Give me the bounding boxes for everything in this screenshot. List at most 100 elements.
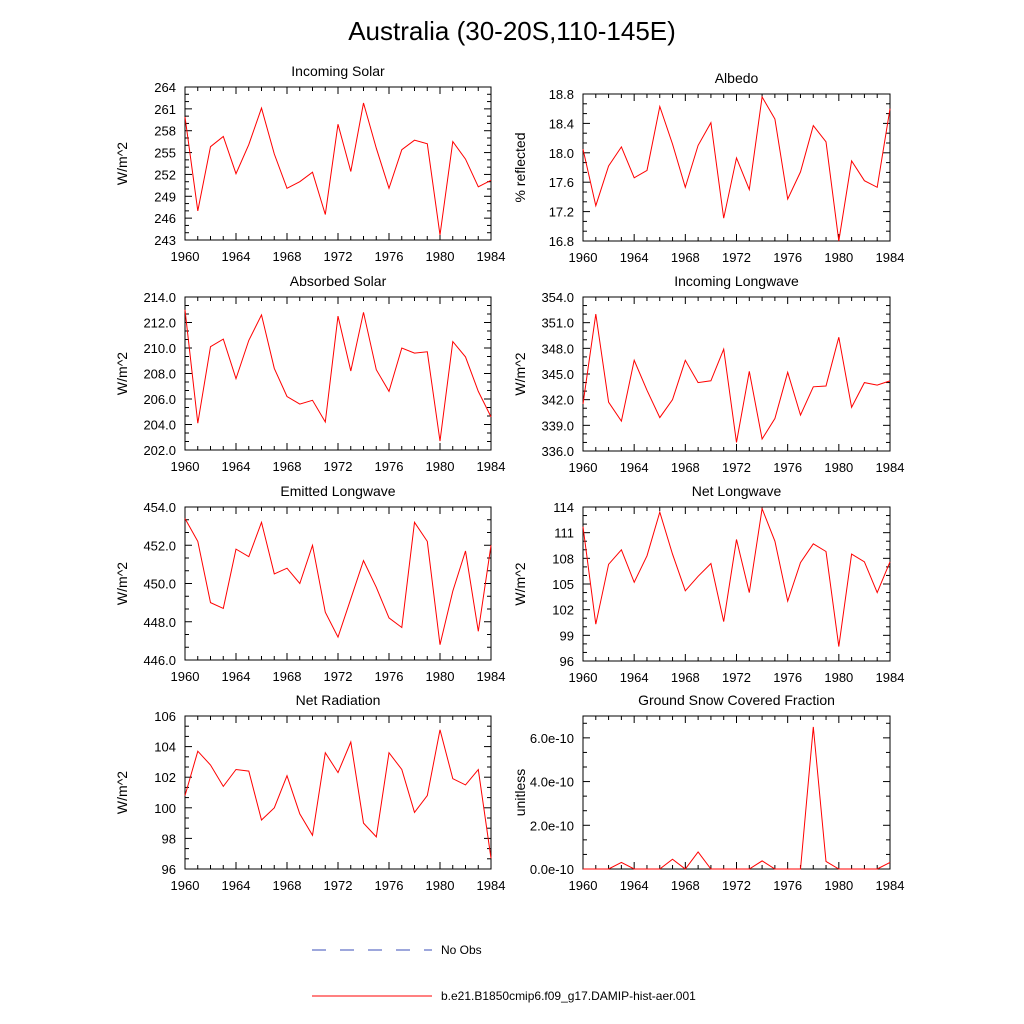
chart-panel-0: Incoming Solar W/m^2 1960 1964 1968 1972 1976 1…: [114, 63, 505, 264]
y-tick-label: 206.0: [143, 392, 176, 407]
y-tick-label: 354.0: [541, 290, 574, 305]
y-tick-label: 249: [154, 189, 176, 204]
x-tick-label: 1968: [273, 878, 302, 893]
x-tick-label: 1984: [477, 878, 506, 893]
y-tick-label: 450.0: [143, 577, 176, 592]
y-axis-label: unitless: [512, 769, 528, 816]
x-tick-label: 1980: [824, 878, 853, 893]
figure-title: Australia (30-20S,110-145E): [348, 16, 676, 46]
y-tick-label: 99: [560, 628, 574, 643]
y-tick-label: 452.0: [143, 538, 176, 553]
plot-frame: [582, 506, 891, 662]
y-tick-label: 100: [154, 801, 176, 816]
x-tick-label: 1960: [569, 670, 598, 685]
x-tick-label: 1968: [671, 460, 700, 475]
x-tick-label: 1968: [273, 669, 302, 684]
y-tick-label: 339.0: [541, 418, 574, 433]
plot-frame: [184, 715, 492, 870]
legend-label-no-obs: No Obs: [441, 943, 482, 957]
y-tick-label: 105: [552, 577, 574, 592]
y-axis-label: W/m^2: [114, 771, 130, 814]
chart-panel-3: Incoming Longwave W/m^2 1960 1964 1968 1972 19…: [512, 273, 904, 475]
y-tick-label: 345.0: [541, 367, 574, 382]
x-tick-label: 1984: [876, 460, 905, 475]
y-tick-label: 261: [154, 102, 176, 117]
x-tick-label: 1964: [222, 459, 251, 474]
y-tick-label: 454.0: [143, 500, 176, 515]
x-tick-label: 1972: [722, 670, 751, 685]
panel-title: Incoming Solar: [291, 63, 385, 79]
legend: No Obs b.e21.B1850cmip6.f09_g17.DAMIP-hi…: [312, 943, 696, 1003]
x-tick-label: 1972: [722, 460, 751, 475]
y-tick-label: 2.0e-10: [530, 818, 574, 833]
y-tick-label: 16.8: [549, 234, 574, 249]
y-tick-label: 208.0: [143, 367, 176, 382]
chart-panels: Incoming Solar W/m^2 1960 1964 1968 1972 1976 1…: [114, 63, 904, 893]
series-line-model: [582, 506, 891, 647]
x-tick-label: 1972: [324, 459, 353, 474]
x-tick-label: 1960: [171, 878, 200, 893]
x-tick-label: 1976: [375, 459, 404, 474]
y-tick-label: 17.6: [549, 175, 574, 190]
chart-panel-7: Ground Snow Covered Fraction unitless 1960…: [512, 692, 904, 893]
x-tick-label: 1980: [824, 250, 853, 265]
y-axis-label: W/m^2: [114, 142, 130, 185]
y-tick-label: 351.0: [541, 316, 574, 331]
chart-panel-1: Albedo % reflected 1960 1964 1968 1972 1976 198…: [512, 70, 904, 265]
y-tick-label: 342.0: [541, 393, 574, 408]
y-tick-label: 210.0: [143, 341, 176, 356]
x-tick-label: 1964: [620, 250, 649, 265]
x-tick-label: 1972: [324, 249, 353, 264]
series-line-model: [184, 102, 492, 235]
series-line-model: [582, 95, 891, 242]
panel-title: Net Radiation: [296, 692, 381, 708]
x-tick-label: 1976: [773, 250, 802, 265]
x-tick-label: 1984: [876, 250, 905, 265]
y-tick-label: 0.0e-10: [530, 862, 574, 877]
x-tick-label: 1960: [171, 459, 200, 474]
y-tick-label: 18.8: [549, 87, 574, 102]
chart-panel-2: Absorbed Solar W/m^2 1960 1964 1968 1972 1976 1…: [114, 273, 505, 474]
x-tick-label: 1968: [671, 878, 700, 893]
y-tick-label: 212.0: [143, 316, 176, 331]
x-tick-label: 1976: [773, 670, 802, 685]
y-tick-label: 96: [560, 654, 574, 669]
x-tick-label: 1960: [171, 249, 200, 264]
series-line-model: [583, 726, 891, 870]
y-tick-label: 102: [552, 603, 574, 618]
x-tick-label: 1960: [569, 250, 598, 265]
chart-panel-5: Net Longwave W/m^2 1960 1964 1968 1972 1976 198…: [512, 483, 904, 685]
x-tick-label: 1964: [222, 878, 251, 893]
y-tick-label: 17.2: [549, 205, 574, 220]
y-axis-label: W/m^2: [114, 352, 130, 395]
x-tick-label: 1980: [426, 878, 455, 893]
x-tick-label: 1980: [824, 670, 853, 685]
plot-frame: [184, 86, 492, 241]
x-tick-label: 1980: [426, 669, 455, 684]
y-axis-label: % reflected: [512, 132, 528, 202]
y-axis-label: W/m^2: [512, 562, 528, 605]
x-tick-label: 1980: [426, 459, 455, 474]
panel-title: Net Longwave: [692, 483, 782, 499]
y-tick-label: 448.0: [143, 615, 176, 630]
plot-frame: [582, 93, 891, 242]
y-tick-label: 204.0: [143, 418, 176, 433]
chart-panel-4: Emitted Longwave W/m^2 1960 1964 1968 1972 197…: [114, 483, 505, 684]
y-tick-label: 96: [162, 862, 176, 877]
y-axis-label: W/m^2: [512, 352, 528, 395]
y-tick-label: 202.0: [143, 443, 176, 458]
plot-frame: [582, 296, 891, 452]
series-line-model: [184, 729, 492, 859]
x-tick-label: 1964: [620, 670, 649, 685]
y-tick-label: 446.0: [143, 653, 176, 668]
plot-frame: [582, 715, 891, 870]
x-tick-label: 1960: [171, 669, 200, 684]
y-tick-label: 255: [154, 146, 176, 161]
x-tick-label: 1984: [876, 670, 905, 685]
x-tick-label: 1964: [222, 669, 251, 684]
y-tick-label: 264: [154, 80, 176, 95]
x-tick-label: 1964: [222, 249, 251, 264]
x-tick-label: 1984: [477, 669, 506, 684]
series-line-model: [184, 309, 492, 442]
